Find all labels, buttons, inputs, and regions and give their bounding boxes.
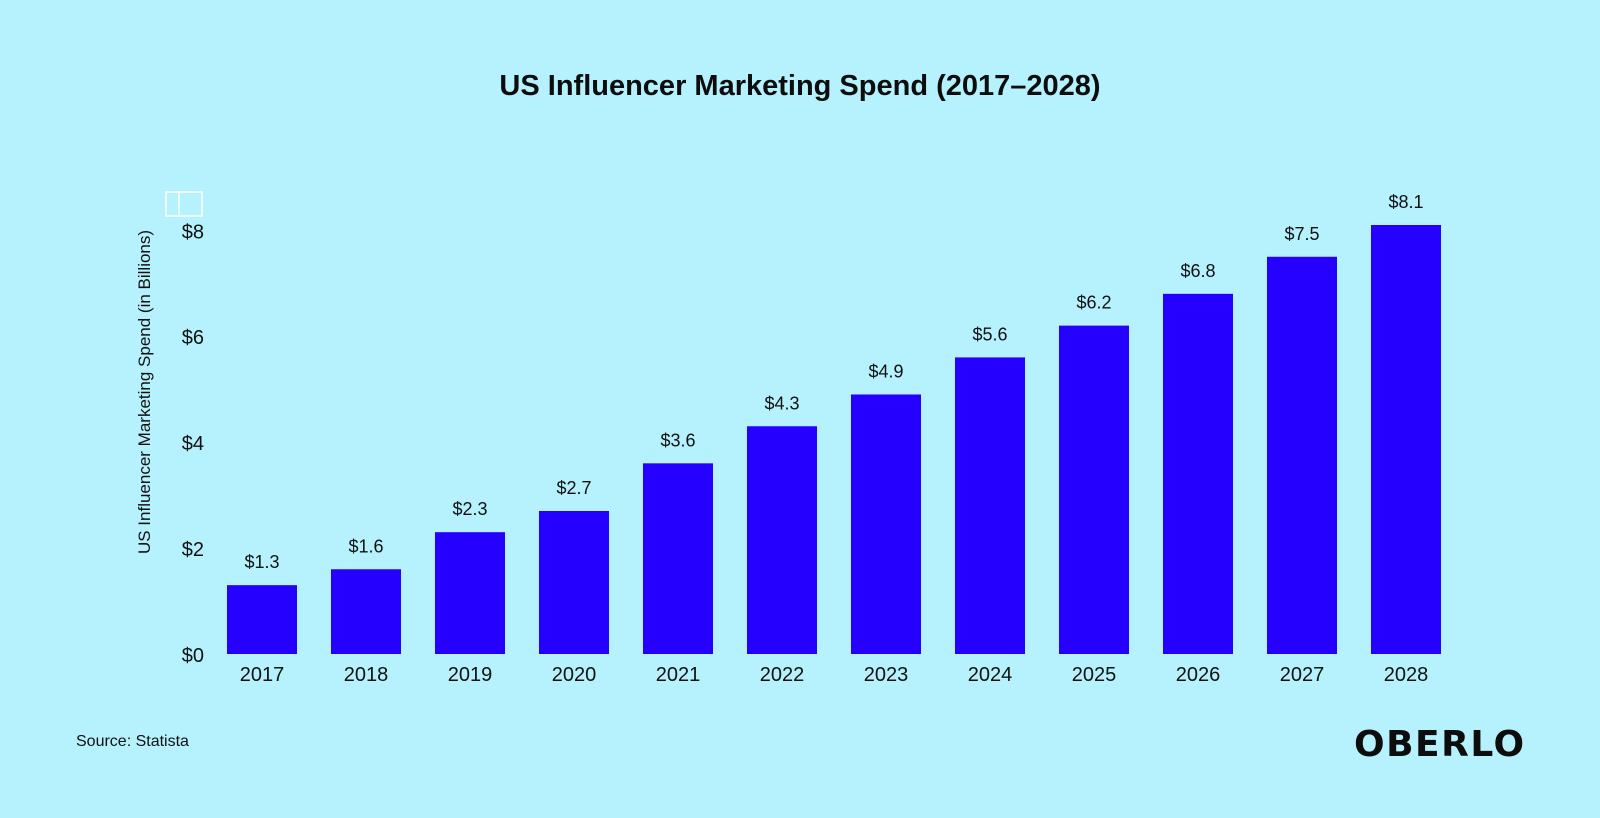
bar-2020[interactable] xyxy=(539,511,609,654)
data-label: $8.1 xyxy=(1388,192,1423,212)
x-tick-label: 2028 xyxy=(1384,664,1429,686)
y-tick-label: $6 xyxy=(182,327,204,349)
x-tick-label: 2017 xyxy=(240,664,285,686)
bar-2017[interactable] xyxy=(227,585,297,654)
legend-toggle-icon[interactable] xyxy=(165,191,203,217)
bar-2026[interactable] xyxy=(1163,293,1233,654)
data-label: $6.2 xyxy=(1076,293,1111,313)
y-tick-label: $0 xyxy=(182,645,204,667)
x-tick-label: 2022 xyxy=(760,664,805,686)
bar-2023[interactable] xyxy=(851,394,921,654)
y-tick-label: $8 xyxy=(182,221,204,243)
y-axis-label: US Influencer Marketing Spend (in Billio… xyxy=(135,230,154,554)
data-label: $2.7 xyxy=(556,478,591,498)
bar-2018[interactable] xyxy=(331,569,401,654)
data-label: $1.3 xyxy=(244,552,279,572)
x-tick-label: 2021 xyxy=(656,664,701,686)
bar-2021[interactable] xyxy=(643,463,713,654)
x-tick-label: 2025 xyxy=(1072,664,1117,686)
bar-2027[interactable] xyxy=(1267,256,1337,654)
chart-title: US Influencer Marketing Spend (2017–2028… xyxy=(499,70,1101,102)
data-label: $4.9 xyxy=(868,361,903,381)
data-label: $7.5 xyxy=(1284,224,1319,244)
data-label: $1.6 xyxy=(348,536,383,556)
x-tick-label: 2019 xyxy=(448,664,493,686)
data-label: $3.6 xyxy=(660,430,695,450)
x-tick-label: 2026 xyxy=(1176,664,1221,686)
y-tick-label: $4 xyxy=(182,433,204,455)
x-tick-label: 2023 xyxy=(864,664,909,686)
x-tick-label: 2020 xyxy=(552,664,597,686)
data-label: $5.6 xyxy=(972,324,1007,344)
bar-2024[interactable] xyxy=(955,357,1025,654)
bar-2025[interactable] xyxy=(1059,325,1129,654)
source-note: Source: Statista xyxy=(76,733,189,750)
x-tick-label: 2024 xyxy=(968,664,1013,686)
data-label: $4.3 xyxy=(764,393,799,413)
y-tick-label: $2 xyxy=(182,539,204,561)
bar-2022[interactable] xyxy=(747,426,817,654)
data-label: $6.8 xyxy=(1180,261,1215,281)
x-tick-label: 2018 xyxy=(344,664,389,686)
oberlo-logo: OBERLO xyxy=(1354,724,1526,765)
data-label: $2.3 xyxy=(452,499,487,519)
bar-2028[interactable] xyxy=(1371,225,1441,654)
bar-2019[interactable] xyxy=(435,532,505,654)
x-tick-label: 2027 xyxy=(1280,664,1325,686)
